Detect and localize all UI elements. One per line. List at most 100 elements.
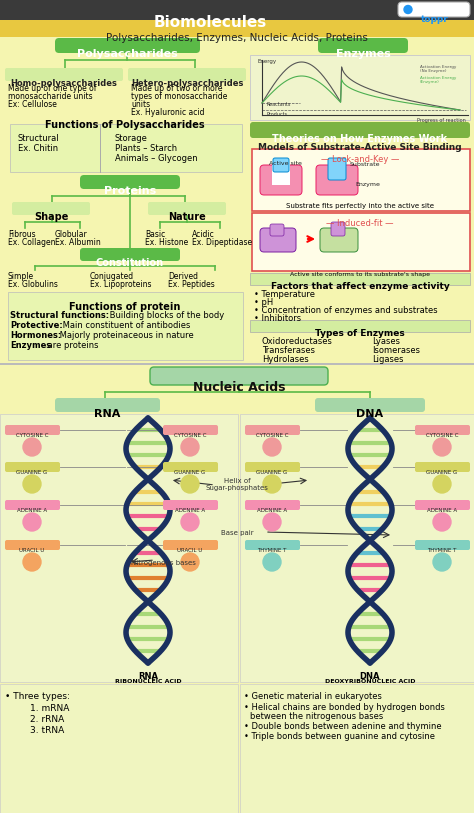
Text: • Genetic material in eukaryotes: • Genetic material in eukaryotes	[244, 692, 382, 701]
Text: Polysaccharides: Polysaccharides	[77, 49, 177, 59]
FancyBboxPatch shape	[148, 202, 226, 215]
Text: Ex. Histone: Ex. Histone	[145, 238, 188, 247]
Text: Isomerases: Isomerases	[372, 346, 420, 355]
Text: Globular: Globular	[55, 230, 88, 239]
Text: Fibrous: Fibrous	[8, 230, 36, 239]
FancyBboxPatch shape	[245, 462, 300, 472]
Circle shape	[263, 513, 281, 531]
Circle shape	[433, 475, 451, 493]
Text: (No Enzyme): (No Enzyme)	[420, 69, 447, 73]
Text: Homo-polysaccharides: Homo-polysaccharides	[10, 79, 118, 88]
Text: 2. rRNA: 2. rRNA	[30, 715, 64, 724]
Text: Ex. Chitin: Ex. Chitin	[18, 144, 58, 153]
Text: • pH: • pH	[254, 298, 273, 307]
FancyBboxPatch shape	[315, 398, 425, 412]
FancyBboxPatch shape	[80, 248, 180, 261]
Text: Storage: Storage	[115, 134, 148, 143]
Text: Ex: Cellulose: Ex: Cellulose	[8, 100, 57, 109]
FancyBboxPatch shape	[250, 122, 470, 138]
Text: Enzymes: Enzymes	[10, 341, 51, 350]
FancyBboxPatch shape	[260, 165, 302, 195]
FancyBboxPatch shape	[0, 414, 238, 682]
Text: Nucleic Acids: Nucleic Acids	[193, 381, 285, 394]
Text: Ex. Hyaluronic acid: Ex. Hyaluronic acid	[131, 108, 204, 117]
Text: Active site conforms to its substrate's shape: Active site conforms to its substrate's …	[290, 272, 430, 277]
Text: Polysaccharides, Enzymes, Nucleic Acids, Proteins: Polysaccharides, Enzymes, Nucleic Acids,…	[106, 33, 368, 43]
Text: Factors that affect enzyme activity: Factors that affect enzyme activity	[271, 282, 449, 291]
FancyBboxPatch shape	[245, 500, 300, 510]
Text: CYTOSINE C: CYTOSINE C	[174, 433, 206, 438]
Circle shape	[181, 513, 199, 531]
FancyBboxPatch shape	[5, 68, 123, 81]
FancyBboxPatch shape	[5, 540, 60, 550]
Text: ADENINE A: ADENINE A	[175, 508, 205, 513]
Text: ADENINE A: ADENINE A	[257, 508, 287, 513]
FancyBboxPatch shape	[128, 68, 246, 81]
Text: Reactants: Reactants	[267, 102, 292, 107]
Text: Structural: Structural	[18, 134, 60, 143]
Text: Derived: Derived	[168, 272, 198, 281]
Text: Activation Energy: Activation Energy	[420, 76, 456, 80]
Text: Building blocks of the body: Building blocks of the body	[107, 311, 224, 320]
Text: GUANINE G: GUANINE G	[427, 470, 457, 475]
Text: DEOXYRIBONUCLEIC ACID: DEOXYRIBONUCLEIC ACID	[325, 679, 415, 684]
FancyBboxPatch shape	[415, 540, 470, 550]
Circle shape	[433, 553, 451, 571]
Circle shape	[263, 475, 281, 493]
Text: • Temperature: • Temperature	[254, 290, 315, 299]
Text: • Double bonds between adenine and thymine: • Double bonds between adenine and thymi…	[244, 722, 442, 731]
Circle shape	[181, 438, 199, 456]
Text: • Helical chains are bonded by hydrogen bonds: • Helical chains are bonded by hydrogen …	[244, 703, 445, 712]
Circle shape	[263, 553, 281, 571]
Text: Constitution: Constitution	[96, 258, 164, 268]
Text: Plants – Starch: Plants – Starch	[115, 144, 177, 153]
Text: Main constituent of antibodies: Main constituent of antibodies	[60, 321, 191, 330]
Text: Functions of protein: Functions of protein	[69, 302, 181, 312]
Text: GUANINE G: GUANINE G	[256, 470, 288, 475]
Circle shape	[263, 438, 281, 456]
FancyBboxPatch shape	[245, 540, 300, 550]
Text: Simple: Simple	[8, 272, 34, 281]
Text: URACIL U: URACIL U	[177, 548, 202, 553]
Text: Lyases: Lyases	[372, 337, 400, 346]
Text: Ex. Lipoproteins: Ex. Lipoproteins	[90, 280, 152, 289]
Text: Majorly proteinaceous in nature: Majorly proteinaceous in nature	[57, 331, 194, 340]
FancyBboxPatch shape	[0, 684, 238, 813]
Text: Proteins: Proteins	[104, 186, 156, 196]
FancyBboxPatch shape	[5, 462, 60, 472]
Text: Activation Energy: Activation Energy	[420, 65, 456, 69]
FancyBboxPatch shape	[10, 124, 242, 172]
Text: Hormones:: Hormones:	[10, 331, 61, 340]
Text: Protective:: Protective:	[10, 321, 63, 330]
Text: Oxidoreductases: Oxidoreductases	[262, 337, 333, 346]
Text: Ex. Albumin: Ex. Albumin	[55, 238, 101, 247]
Text: Active site: Active site	[269, 161, 301, 166]
FancyBboxPatch shape	[328, 158, 346, 180]
Text: Made up of two or more: Made up of two or more	[131, 84, 222, 93]
Text: types of monosaccharide: types of monosaccharide	[131, 92, 228, 101]
FancyBboxPatch shape	[0, 20, 474, 37]
Text: • Triple bonds between guanine and cytosine: • Triple bonds between guanine and cytos…	[244, 732, 435, 741]
Text: Made up of one type of: Made up of one type of	[8, 84, 97, 93]
FancyBboxPatch shape	[0, 0, 474, 20]
Text: Products: Products	[267, 112, 288, 117]
Text: Progress of reaction: Progress of reaction	[417, 118, 466, 123]
FancyBboxPatch shape	[250, 273, 470, 285]
Text: Hydrolases: Hydrolases	[262, 355, 309, 364]
Text: URACIL U: URACIL U	[19, 548, 45, 553]
FancyBboxPatch shape	[163, 540, 218, 550]
Text: Basic: Basic	[145, 230, 165, 239]
FancyBboxPatch shape	[415, 462, 470, 472]
Text: RNA: RNA	[138, 672, 158, 681]
Text: Acidic: Acidic	[192, 230, 215, 239]
FancyBboxPatch shape	[270, 224, 284, 236]
FancyBboxPatch shape	[415, 425, 470, 435]
Text: Conjugated: Conjugated	[90, 272, 134, 281]
Text: • Concentration of enzymes and substrates: • Concentration of enzymes and substrate…	[254, 306, 438, 315]
Text: Energy: Energy	[258, 59, 277, 64]
Text: Hetero-polysaccharides: Hetero-polysaccharides	[131, 79, 243, 88]
FancyBboxPatch shape	[12, 202, 90, 215]
Text: • Inhibitors: • Inhibitors	[254, 314, 301, 323]
Text: Helix of
Sugar-phosphates: Helix of Sugar-phosphates	[206, 478, 268, 491]
Text: Shape: Shape	[34, 212, 68, 222]
